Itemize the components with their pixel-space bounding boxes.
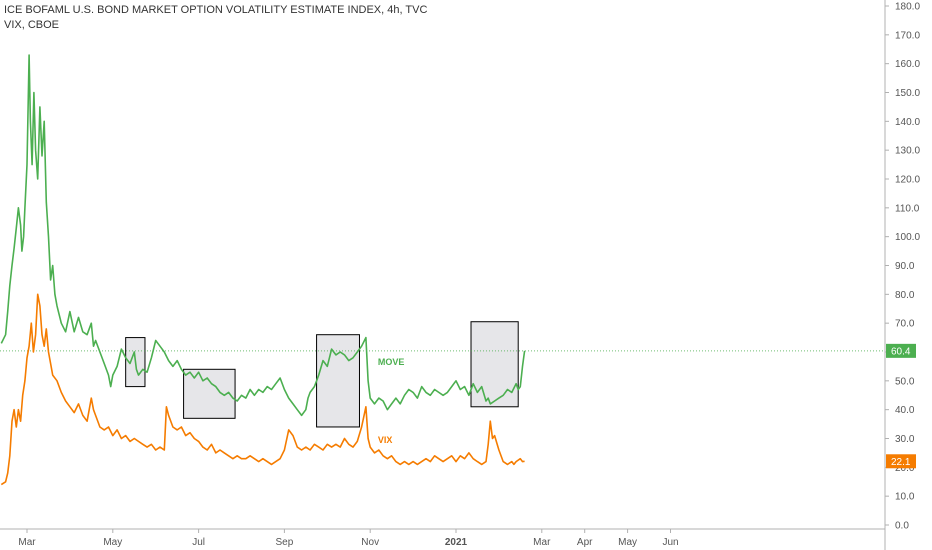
y-tick-label: 50.0 <box>895 376 915 387</box>
y-tick-label: 10.0 <box>895 492 915 503</box>
x-tick-label: 2021 <box>445 537 468 548</box>
y-tick-label: 170.0 <box>895 30 920 41</box>
y-tick-label: 180.0 <box>895 2 920 13</box>
legend-vix-title[interactable]: VIX, CBOE <box>4 19 60 31</box>
price-badge-move <box>886 343 916 358</box>
x-tick-label: Mar <box>533 537 551 548</box>
x-tick-label: Apr <box>577 537 593 548</box>
annotation-move: MOVE <box>378 357 405 367</box>
x-tick-label: Jul <box>192 537 205 548</box>
x-tick-label: May <box>618 537 637 548</box>
y-tick-label: 130.0 <box>895 146 920 157</box>
price-badge-label-move: 60.4 <box>891 346 911 357</box>
price-badge-label-vix: 22.1 <box>891 457 911 468</box>
y-tick-label: 110.0 <box>895 203 920 214</box>
x-tick-label: Mar <box>18 537 36 548</box>
y-tick-label: 160.0 <box>895 59 920 70</box>
annotation-vix: VIX <box>378 435 393 445</box>
x-tick-label: Nov <box>361 537 379 548</box>
x-tick-label: Sep <box>276 537 294 548</box>
price-badges: 60.4 22.1 <box>886 343 916 469</box>
series-line-vix[interactable] <box>0 293 525 486</box>
highlight-box-4 <box>470 321 519 408</box>
y-tick-label: 150.0 <box>895 88 920 99</box>
y-tick-label: 90.0 <box>895 261 915 272</box>
legend-move-title[interactable]: ICE BOFAML U.S. BOND MARKET OPTION VOLAT… <box>4 4 428 16</box>
series-group <box>0 54 526 486</box>
series-line-move[interactable] <box>0 54 526 417</box>
x-tick-label: Jun <box>662 537 678 548</box>
y-tick-label: 0.0 <box>895 521 909 532</box>
y-tick-label: 140.0 <box>895 117 920 128</box>
annotations: MOVE VIX <box>378 357 405 445</box>
x-tick-label: May <box>103 537 122 548</box>
y-tick-label: 20.0 <box>895 463 915 474</box>
price-badge-vix <box>886 454 916 469</box>
highlight-box-3 <box>316 334 360 428</box>
y-tick-label: 30.0 <box>895 434 915 445</box>
y-tick-label: 100.0 <box>895 232 920 243</box>
y-tick-label: 120.0 <box>895 175 920 186</box>
y-tick-label: 40.0 <box>895 405 915 416</box>
y-axis[interactable]: 0.010.020.030.040.050.060.070.080.090.01… <box>884 0 920 550</box>
y-tick-label: 70.0 <box>895 319 915 330</box>
y-tick-label: 80.0 <box>895 290 915 301</box>
legend: ICE BOFAML U.S. BOND MARKET OPTION VOLAT… <box>4 3 427 33</box>
x-axis[interactable]: Mar May Jul Sep Nov 2021 Mar Apr May Jun <box>0 528 885 548</box>
